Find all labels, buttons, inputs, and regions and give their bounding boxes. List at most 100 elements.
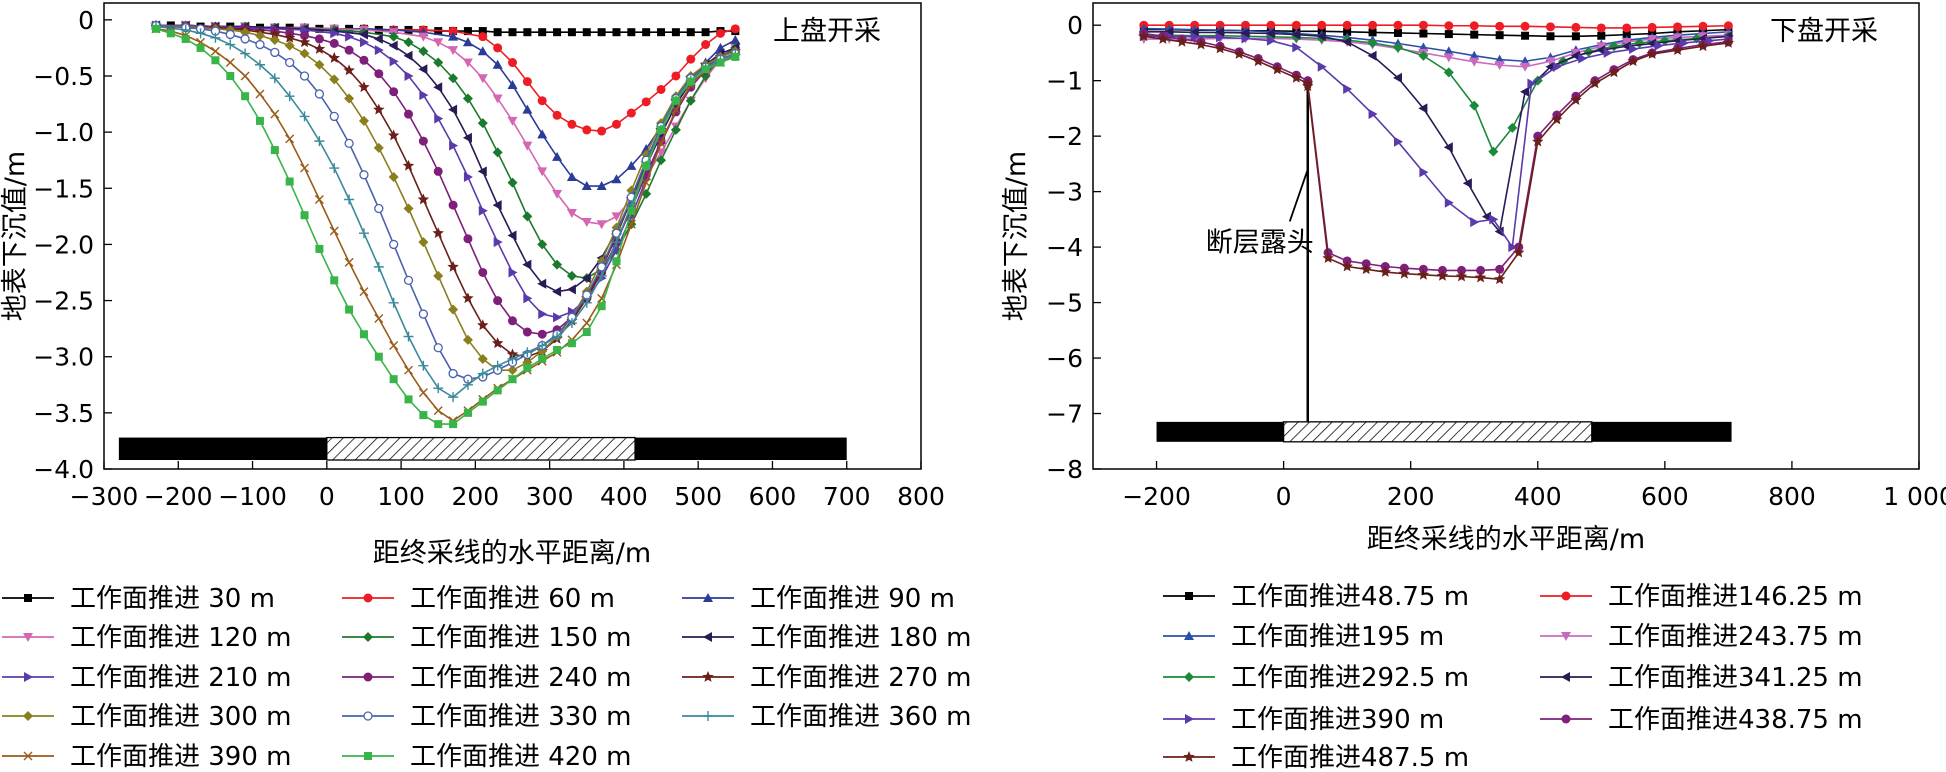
left-data-point: [328, 52, 340, 63]
right-data-point: [1647, 35, 1658, 45]
left-data-point: [404, 109, 414, 119]
left-data-point: [522, 211, 533, 222]
left-data-point: [491, 337, 504, 349]
right-data-point: [1520, 21, 1530, 31]
left-data-point: [314, 59, 325, 70]
left-data-point: [567, 119, 577, 129]
right-data-point: [1393, 20, 1403, 30]
right-data-point: [1343, 27, 1352, 36]
left-data-point: [493, 28, 502, 37]
left-legend-marker: [363, 632, 373, 642]
right-data-point: [1216, 32, 1226, 43]
left-panel-label: 上盘开采: [773, 16, 881, 47]
left-data-point: [195, 28, 206, 39]
left-data-point: [448, 304, 459, 315]
left-data-point: [403, 203, 414, 214]
right-axis-ticks: −200 0 200 400 600 800 1 000 0 −1 −2 −3 −4 −5 −6 −7 −8: [1046, 11, 1946, 511]
left-data-point: [656, 84, 666, 94]
left-data-point: [612, 257, 621, 266]
right-data-point: [1608, 66, 1620, 78]
right-legend-label: 工作面推进195 m: [1231, 622, 1444, 652]
left-data-point: [552, 286, 562, 297]
right-data-point: [1507, 122, 1518, 133]
right-data-point: [1233, 48, 1245, 59]
right-data-point: [1164, 26, 1174, 37]
left-data-point: [462, 93, 473, 104]
left-data-point: [686, 77, 695, 86]
right-data-point: [1722, 36, 1735, 48]
left-data-point: [373, 142, 384, 153]
left-data-point: [477, 319, 489, 331]
left-series-13: [151, 24, 740, 426]
left-x-tick-label: 400: [600, 482, 648, 511]
right-data-point: [1157, 33, 1169, 44]
left-data-point: [657, 28, 666, 37]
left-data-point: [255, 39, 265, 50]
left-data-point: [270, 109, 280, 119]
left-data-point: [225, 29, 235, 40]
left-data-point: [300, 163, 310, 173]
left-data-point: [359, 55, 369, 65]
left-data-point: [716, 58, 725, 67]
left-data-point: [448, 200, 458, 210]
left-series-7: [151, 20, 741, 323]
left-data-point: [329, 38, 339, 48]
left-data-point: [642, 28, 651, 37]
left-data-point: [449, 420, 458, 429]
left-data-point: [314, 195, 324, 205]
left-data-point: [686, 28, 695, 37]
left-data-point: [538, 28, 547, 37]
right-data-point: [1723, 21, 1733, 31]
left-x-axis-label: 距终采线的水平距离/m: [373, 538, 651, 569]
left-data-point: [448, 31, 459, 41]
left-data-point: [433, 82, 443, 93]
left-data-point: [478, 32, 488, 42]
left-data-point: [255, 116, 264, 125]
right-data-point: [1495, 264, 1505, 274]
left-data-point: [315, 244, 324, 253]
left-legend-item: 工作面推进 300 m: [2, 702, 291, 732]
left-legend-marker: [24, 672, 33, 682]
left-legend-label: 工作面推进 150 m: [410, 623, 631, 653]
left-data-point: [493, 296, 503, 306]
right-data-point: [1495, 31, 1504, 40]
right-data-point: [1621, 37, 1632, 47]
right-data-point: [1444, 21, 1454, 31]
right-data-point: [1360, 263, 1372, 275]
right-data-point: [1495, 21, 1505, 31]
left-data-point: [270, 146, 279, 155]
right-data-point: [1470, 30, 1479, 39]
right-coal-seam-bar: [1156, 421, 1732, 443]
right-data-point: [1316, 31, 1326, 42]
left-data-point: [210, 32, 221, 43]
left-data-point: [656, 138, 666, 148]
left-legend-item: 工作面推进 180 m: [682, 623, 971, 653]
left-data-point: [449, 140, 459, 151]
right-legend-marker: [1561, 714, 1571, 724]
right-y-tick-label: −2: [1046, 122, 1083, 151]
right-data-point: [1570, 50, 1580, 61]
left-data-point: [180, 24, 191, 35]
left-data-point: [374, 314, 384, 324]
left-data-point: [402, 159, 415, 171]
left-data-point: [329, 74, 340, 85]
right-data-point: [1476, 265, 1486, 275]
left-data-point: [343, 64, 355, 76]
right-y-tick-label: −7: [1046, 400, 1083, 429]
left-data-point: [522, 347, 533, 358]
left-data-point: [419, 90, 429, 101]
right-data-point: [1165, 31, 1175, 42]
left-data-point: [404, 365, 414, 375]
left-data-point: [507, 353, 518, 364]
left-data-point: [344, 257, 354, 267]
left-data-point: [566, 172, 577, 182]
right-data-point: [1317, 61, 1327, 72]
left-data-point: [359, 287, 369, 297]
right-panel-label: 下盘开采: [1770, 16, 1878, 47]
left-data-point: [671, 71, 681, 81]
left-data-point: [433, 166, 443, 176]
left-data-point: [403, 50, 413, 61]
left-data-point: [730, 24, 740, 34]
left-data-point: [478, 397, 487, 406]
left-legend-marker: [363, 672, 373, 682]
